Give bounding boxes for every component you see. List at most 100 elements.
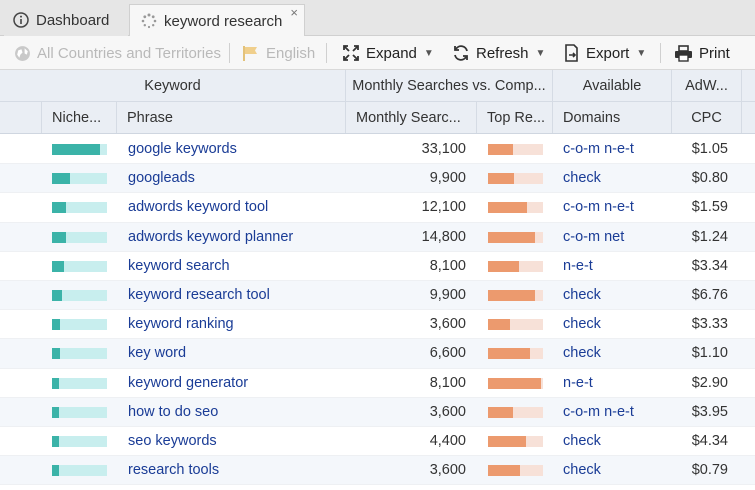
tab-keyword-research[interactable]: keyword research × xyxy=(129,4,305,37)
cpc-value: $1.10 xyxy=(691,345,728,362)
group-keyword[interactable]: Keyword xyxy=(0,70,346,101)
niche-score-bar xyxy=(52,319,107,331)
group-adwords[interactable]: AdW... xyxy=(672,70,742,101)
top-relevance-fill xyxy=(488,406,513,418)
table-row[interactable]: keyword ranking 3,600 check $3.33 xyxy=(0,310,755,340)
domains-link[interactable]: check xyxy=(563,345,601,362)
table-row[interactable]: adwords keyword tool 12,100 c-o-m n-e-t $1.… xyxy=(0,193,755,223)
toolbar-divider xyxy=(326,43,327,63)
top-relevance-fill xyxy=(488,465,520,477)
close-icon[interactable]: × xyxy=(290,5,298,20)
phrase-link[interactable]: keyword generator xyxy=(128,374,249,391)
domains-link[interactable]: check xyxy=(563,170,601,187)
tab-dashboard-label: Dashboard xyxy=(36,11,110,29)
domains-link[interactable]: c-o-m n-e-t xyxy=(563,403,634,420)
domains-link[interactable]: c-o-m n-e-t xyxy=(563,141,634,158)
phrase-link[interactable]: keyword search xyxy=(128,257,230,274)
cpc-value: $0.80 xyxy=(691,170,728,187)
flag-icon xyxy=(243,45,257,61)
table-row[interactable]: keyword search 8,100 n-e-t $3.34 xyxy=(0,252,755,281)
top-relevance-fill xyxy=(488,348,530,360)
table-row[interactable]: seo keywords 4,400 check $4.34 xyxy=(0,427,755,457)
top-relevance-bar xyxy=(488,289,543,301)
expand-icon xyxy=(343,45,359,61)
niche-score-bar xyxy=(52,406,107,418)
table-row[interactable]: research tools 3,600 check $0.79 xyxy=(0,456,755,486)
expand-button[interactable]: Expand ▼ xyxy=(342,36,434,70)
domains-link[interactable]: check xyxy=(563,316,601,333)
table-row[interactable]: keyword generator 8,100 n-e-t $2.90 xyxy=(0,369,755,398)
globe-icon xyxy=(15,45,30,61)
niche-score-fill xyxy=(52,202,67,214)
table-row[interactable]: google keywords 33,100 c-o-m n-e-t $1.05 xyxy=(0,135,755,165)
column-header-monthly-searches[interactable]: Monthly Searc... xyxy=(346,102,477,133)
tab-bar: Dashboard keyword research × xyxy=(0,0,755,37)
table-row[interactable]: keyword research tool 9,900 check $6.76 xyxy=(0,280,755,311)
export-label: Export xyxy=(586,44,630,62)
niche-score-fill xyxy=(52,173,70,185)
table-row[interactable]: adwords keyword planner 14,800 c-o-m net $1… xyxy=(0,222,755,252)
column-header-domains[interactable]: Domains xyxy=(553,102,672,133)
domains-link[interactable]: c-o-m net xyxy=(563,228,625,245)
phrase-link[interactable]: googleads xyxy=(128,170,195,187)
top-relevance-bar xyxy=(488,260,543,272)
monthly-searches-value: 3,600 xyxy=(429,403,466,420)
domains-link[interactable]: check xyxy=(563,287,601,304)
group-monthly-searches[interactable]: Monthly Searches vs. Comp... xyxy=(346,70,553,101)
domains-link[interactable]: check xyxy=(563,462,601,479)
domains-link[interactable]: n-e-t xyxy=(563,374,593,391)
domains-link[interactable]: check xyxy=(563,432,601,449)
niche-score-fill xyxy=(52,465,59,477)
top-relevance-fill xyxy=(488,260,519,272)
toolbar-divider xyxy=(660,43,661,63)
niche-score-bar xyxy=(52,231,107,243)
column-header-niche[interactable]: Niche... xyxy=(42,102,117,133)
phrase-link[interactable]: keyword research tool xyxy=(128,287,270,304)
refresh-button[interactable]: Refresh ▼ xyxy=(452,36,545,70)
cpc-value: $1.24 xyxy=(691,228,728,245)
phrase-link[interactable]: google keywords xyxy=(128,141,237,158)
top-relevance-bar xyxy=(488,406,543,418)
group-available[interactable]: Available xyxy=(553,70,672,101)
domains-link[interactable]: c-o-m n-e-t xyxy=(563,199,634,216)
monthly-searches-value: 9,900 xyxy=(429,170,466,187)
phrase-link[interactable]: key word xyxy=(128,345,187,362)
language-label: English xyxy=(266,44,316,62)
table-row[interactable]: how to do seo 3,600 c-o-m n-e-t $3.95 xyxy=(0,397,755,427)
monthly-searches-value: 3,600 xyxy=(429,462,466,479)
table-row[interactable]: googleads 9,900 check $0.80 xyxy=(0,164,755,194)
cpc-value: $6.76 xyxy=(691,287,728,304)
niche-score-bar xyxy=(52,348,107,360)
domains-link[interactable]: n-e-t xyxy=(563,257,593,274)
tab-dashboard[interactable]: Dashboard xyxy=(4,4,128,36)
info-icon xyxy=(12,11,30,29)
top-relevance-fill xyxy=(488,202,527,214)
language-select[interactable]: English xyxy=(242,36,315,70)
column-header: Niche... Phrase Monthly Searc... Top Re.… xyxy=(0,102,755,134)
niche-score-bar xyxy=(52,202,107,214)
monthly-searches-value: 3,600 xyxy=(429,316,466,333)
print-label: Print xyxy=(699,44,730,62)
phrase-link[interactable]: adwords keyword tool xyxy=(128,199,269,216)
top-relevance-bar xyxy=(488,465,543,477)
phrase-link[interactable]: seo keywords xyxy=(128,432,217,449)
niche-score-bar xyxy=(52,144,107,155)
niche-score-bar xyxy=(52,377,107,389)
phrase-link[interactable]: how to do seo xyxy=(128,403,219,420)
printer-icon xyxy=(675,44,692,62)
column-header-phrase[interactable]: Phrase xyxy=(117,102,346,133)
top-relevance-bar xyxy=(488,348,543,360)
top-relevance-fill xyxy=(488,377,541,389)
top-relevance-fill xyxy=(488,435,526,447)
column-header-top-relevance[interactable]: Top Re... xyxy=(477,102,553,133)
phrase-link[interactable]: keyword ranking xyxy=(128,316,234,333)
export-button[interactable]: Export ▼ xyxy=(563,36,646,70)
phrase-link[interactable]: research tools xyxy=(128,462,220,479)
print-button[interactable]: Print xyxy=(674,36,730,70)
table-row[interactable]: key word 6,600 check $1.10 xyxy=(0,339,755,369)
column-header-cpc[interactable]: CPC xyxy=(672,102,742,133)
country-select[interactable]: All Countries and Territories xyxy=(14,36,221,70)
monthly-searches-value: 8,100 xyxy=(429,257,466,274)
phrase-link[interactable]: adwords keyword planner xyxy=(128,228,294,245)
monthly-searches-value: 6,600 xyxy=(429,345,466,362)
